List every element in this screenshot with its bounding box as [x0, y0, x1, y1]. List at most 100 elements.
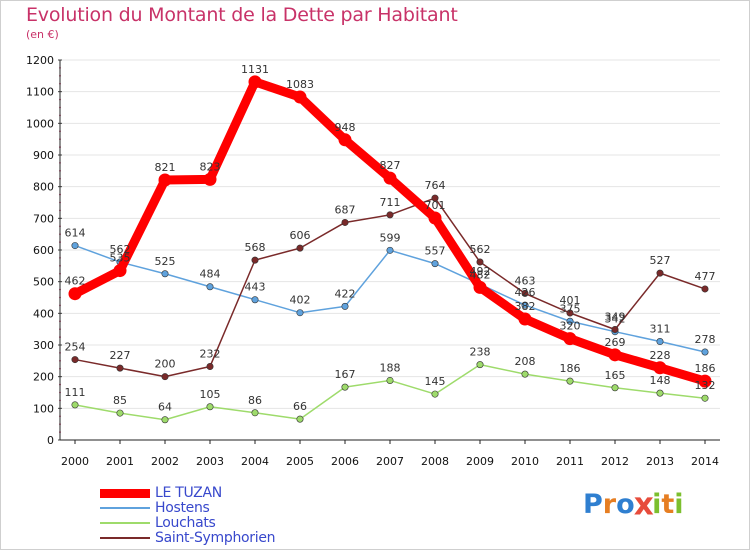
data-point [608, 348, 622, 362]
legend-swatch [100, 507, 150, 509]
data-label: 462 [65, 275, 86, 288]
data-point [206, 363, 214, 371]
logo-letter: x [633, 486, 654, 523]
data-point [341, 383, 349, 391]
x-tick-label: 2011 [556, 455, 584, 468]
x-tick-label: 2003 [196, 455, 224, 468]
data-label: 599 [380, 231, 401, 244]
data-point [206, 283, 214, 291]
data-label: 186 [560, 362, 581, 375]
y-tick-label: 600 [33, 244, 54, 257]
y-tick-label: 1200 [26, 54, 54, 67]
data-label: 145 [425, 375, 446, 388]
data-label: 827 [380, 159, 401, 172]
data-point [566, 317, 574, 325]
data-label: 238 [470, 346, 491, 359]
data-point [113, 264, 127, 278]
data-point [251, 409, 259, 417]
data-label: 278 [695, 333, 716, 346]
x-tick-label: 2004 [241, 455, 269, 468]
chart-title: Evolution du Montant de la Dette par Hab… [26, 4, 458, 26]
data-point [428, 211, 442, 225]
logo-letter: P [583, 489, 603, 520]
data-label: 228 [650, 349, 671, 362]
data-label: 1083 [286, 78, 314, 91]
data-label: 349 [605, 310, 626, 323]
data-label: 557 [425, 245, 446, 258]
chart-unit-label: (en €) [26, 28, 59, 41]
data-point [251, 296, 259, 304]
gridlines [60, 59, 720, 441]
data-point [566, 377, 574, 385]
data-point [698, 374, 712, 388]
legend-swatch [100, 488, 150, 498]
data-point [521, 301, 529, 309]
y-tick-label: 100 [33, 402, 54, 415]
data-label: 64 [158, 401, 172, 414]
data-label: 477 [695, 270, 716, 283]
data-point [158, 173, 172, 187]
x-tick-label: 2014 [691, 455, 719, 468]
data-label: 167 [335, 368, 356, 381]
data-point [566, 309, 574, 317]
data-point [296, 415, 304, 423]
legend-swatch [100, 537, 150, 539]
data-label: 948 [335, 121, 356, 134]
data-label: 606 [290, 229, 311, 242]
data-label: 687 [335, 203, 356, 216]
data-label: 342 [605, 313, 626, 326]
logo-letter: r [602, 489, 617, 520]
x-tick-label: 2006 [331, 455, 359, 468]
proxiti-logo: Proxiti [583, 486, 684, 523]
data-label: 320 [560, 320, 581, 333]
data-point [71, 242, 79, 250]
x-tick-label: 2005 [286, 455, 314, 468]
data-point [296, 309, 304, 317]
data-label: 232 [200, 348, 221, 361]
data-point [161, 416, 169, 424]
data-label: 401 [560, 294, 581, 307]
data-label: 568 [245, 241, 266, 254]
data-point [701, 394, 709, 402]
data-point [563, 332, 577, 346]
data-label: 186 [695, 362, 716, 375]
data-point [476, 258, 484, 266]
data-label: 463 [515, 274, 536, 287]
data-point [656, 338, 664, 346]
data-label: 200 [155, 358, 176, 371]
data-point [653, 361, 667, 375]
legend-label: Louchats [155, 515, 216, 531]
x-tick-label: 2002 [151, 455, 179, 468]
data-point [521, 289, 529, 297]
data-point [203, 172, 217, 186]
data-point [611, 325, 619, 333]
data-label: 269 [605, 336, 626, 349]
data-point [251, 256, 259, 264]
data-point [68, 287, 82, 301]
data-label: 614 [65, 227, 86, 240]
data-point [341, 218, 349, 226]
y-tick-label: 800 [33, 181, 54, 194]
data-label: 823 [200, 160, 221, 173]
data-point [293, 90, 307, 104]
data-point [473, 280, 487, 294]
data-label: 105 [200, 388, 221, 401]
data-label: 527 [650, 254, 671, 267]
data-point [386, 211, 394, 219]
data-label: 188 [380, 361, 401, 374]
y-tick-label: 500 [33, 276, 54, 289]
data-label: 86 [248, 394, 262, 407]
data-label: 254 [65, 341, 86, 354]
data-point [161, 373, 169, 381]
data-label: 426 [515, 286, 536, 299]
data-point [521, 370, 529, 378]
data-label: 382 [515, 300, 536, 313]
logo-letter: i [652, 489, 662, 520]
data-point [386, 246, 394, 254]
data-point [383, 171, 397, 185]
x-tick-label: 2007 [376, 455, 404, 468]
data-point [701, 348, 709, 356]
data-point [116, 364, 124, 372]
data-label: 402 [290, 294, 311, 307]
data-label: 821 [155, 161, 176, 174]
